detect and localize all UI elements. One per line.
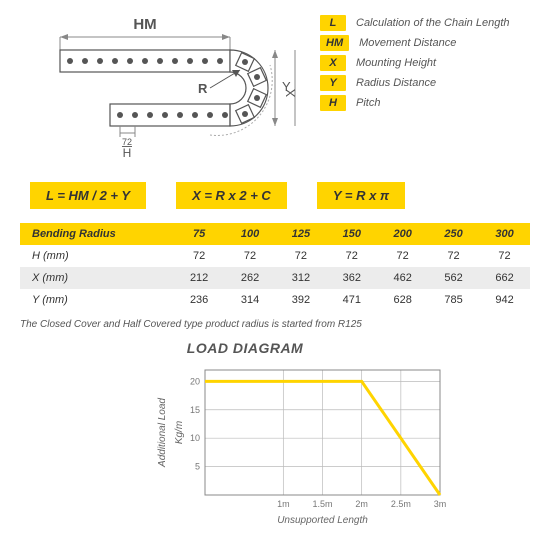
chain-diagram: HM — [20, 15, 300, 170]
legend-row: Y Radius Distance — [320, 75, 530, 91]
legend-text: Radius Distance — [356, 77, 436, 89]
legend-text: Mounting Height — [356, 57, 436, 69]
x-label: X — [283, 88, 298, 97]
legend: L Calculation of the Chain Length HM Moveme… — [320, 15, 530, 115]
table-row: X (mm)212262312362462562662 — [20, 267, 530, 289]
formula: L = HM / 2 + Y — [30, 182, 146, 209]
legend-badge: Y — [320, 75, 346, 91]
svg-text:2m: 2m — [355, 499, 368, 509]
svg-text:Unsupported Length: Unsupported Length — [277, 515, 368, 525]
table-row: Y (mm)236314392471628785942 — [20, 289, 530, 311]
svg-text:1m: 1m — [277, 499, 290, 509]
h-label: H — [123, 146, 132, 160]
svg-text:1.5m: 1.5m — [312, 499, 332, 509]
load-chart: 1m 1.5m 2m 2.5m 3m 5 10 15 20 Unsupported Length A… — [20, 360, 530, 525]
svg-text:Additional Load: Additional Load — [157, 398, 168, 468]
legend-row: HM Movement Distance — [320, 35, 530, 51]
legend-row: L Calculation of the Chain Length — [320, 15, 530, 31]
svg-text:20: 20 — [190, 376, 200, 386]
formula: Y = R x π — [317, 182, 405, 209]
legend-row: X Mounting Height — [320, 55, 530, 71]
svg-text:5: 5 — [195, 462, 200, 472]
formula: X = R x 2 + C — [176, 182, 287, 209]
legend-badge: H — [320, 95, 346, 111]
legend-badge: HM — [320, 35, 349, 51]
r-label: R — [198, 81, 208, 96]
formulas-row: L = HM / 2 + Y X = R x 2 + C Y = R x π — [20, 182, 530, 209]
hm-label: HM — [133, 16, 156, 33]
bending-radius-table: Bending Radius75100125150200250300 H (mm… — [20, 223, 530, 311]
footnote: The Closed Cover and Half Covered type p… — [20, 319, 530, 330]
svg-text:3m: 3m — [434, 499, 447, 509]
legend-text: Pitch — [356, 97, 380, 109]
legend-row: H Pitch — [320, 95, 530, 111]
legend-text: Movement Distance — [359, 37, 456, 49]
svg-text:10: 10 — [190, 433, 200, 443]
svg-text:2.5m: 2.5m — [391, 499, 411, 509]
legend-badge: X — [320, 55, 346, 71]
legend-badge: L — [320, 15, 346, 31]
legend-text: Calculation of the Chain Length — [356, 17, 510, 29]
svg-text:Kg/m: Kg/m — [174, 421, 185, 444]
chain-links — [60, 50, 268, 126]
table-row: H (mm)72727272727272 — [20, 245, 530, 267]
load-diagram-title: LOAD DIAGRAM — [20, 340, 530, 356]
svg-text:15: 15 — [190, 405, 200, 415]
